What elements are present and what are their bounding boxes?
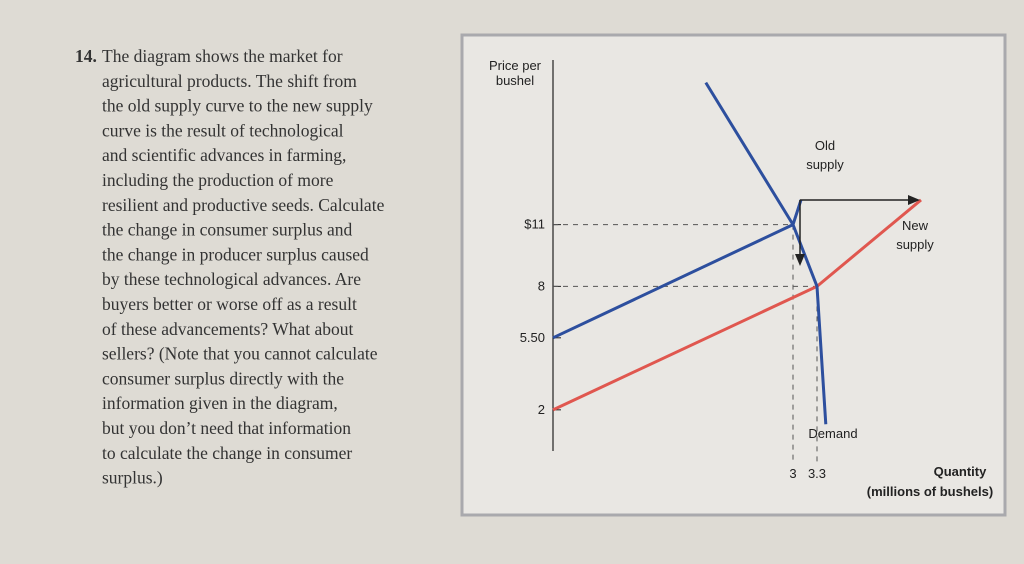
question-line: resilient and productive seeds. Calculat… (102, 195, 385, 215)
y-tick-label: 5.50 (520, 330, 545, 345)
y-tick-label: 2 (538, 402, 545, 417)
diagram-box (460, 33, 1007, 517)
curve (704, 81, 828, 425)
question-line: curve is the result of technological (102, 120, 344, 140)
question-line: of these advancements? What about (102, 319, 354, 339)
y-tick-label: 8 (538, 278, 545, 293)
x-tick-label: 3 (789, 466, 796, 481)
question: 14. The diagram shows the market for agric… (75, 46, 385, 488)
question-line: agricultural products. The shift from (102, 71, 357, 91)
question-line: the change in consumer surplus and (102, 220, 353, 240)
x-axis-label: Quantity (934, 464, 987, 479)
question-line: by these technological advances. Are (102, 269, 361, 289)
question-line: The diagram shows the market for (102, 46, 343, 66)
x-axis-label: (millions of bushels) (867, 484, 993, 499)
question-line: sellers? (Note that you cannot calculate (102, 344, 378, 364)
curve-label: Demand (808, 426, 857, 441)
question-line: buyers better or worse off as a result (102, 294, 357, 314)
question-line: surplus.) (102, 468, 163, 488)
curve-label: Old supply (806, 138, 844, 172)
question-line: to calculate the change in consumer (102, 443, 352, 463)
x-tick-label: 3.3 (808, 466, 826, 481)
question-line: information given in the diagram, (102, 393, 338, 413)
question-line: consumer surplus directly with the (102, 368, 344, 388)
curve-label: New supply (896, 218, 934, 252)
question-line: the old supply curve to the new supply (102, 96, 373, 116)
y-tick-label: $11 (524, 217, 545, 232)
question-line: the change in producer surplus caused (102, 244, 369, 264)
y-axis-label: Price per (489, 58, 542, 73)
question-line: including the production of more (102, 170, 334, 190)
y-axis-label: bushel (496, 73, 534, 88)
question-number: 14. (75, 46, 97, 66)
arrow-head (908, 195, 920, 205)
question-line: and scientific advances in farming, (102, 145, 346, 165)
arrow-head (795, 254, 805, 266)
question-line: but you don’t need that information (102, 418, 351, 438)
